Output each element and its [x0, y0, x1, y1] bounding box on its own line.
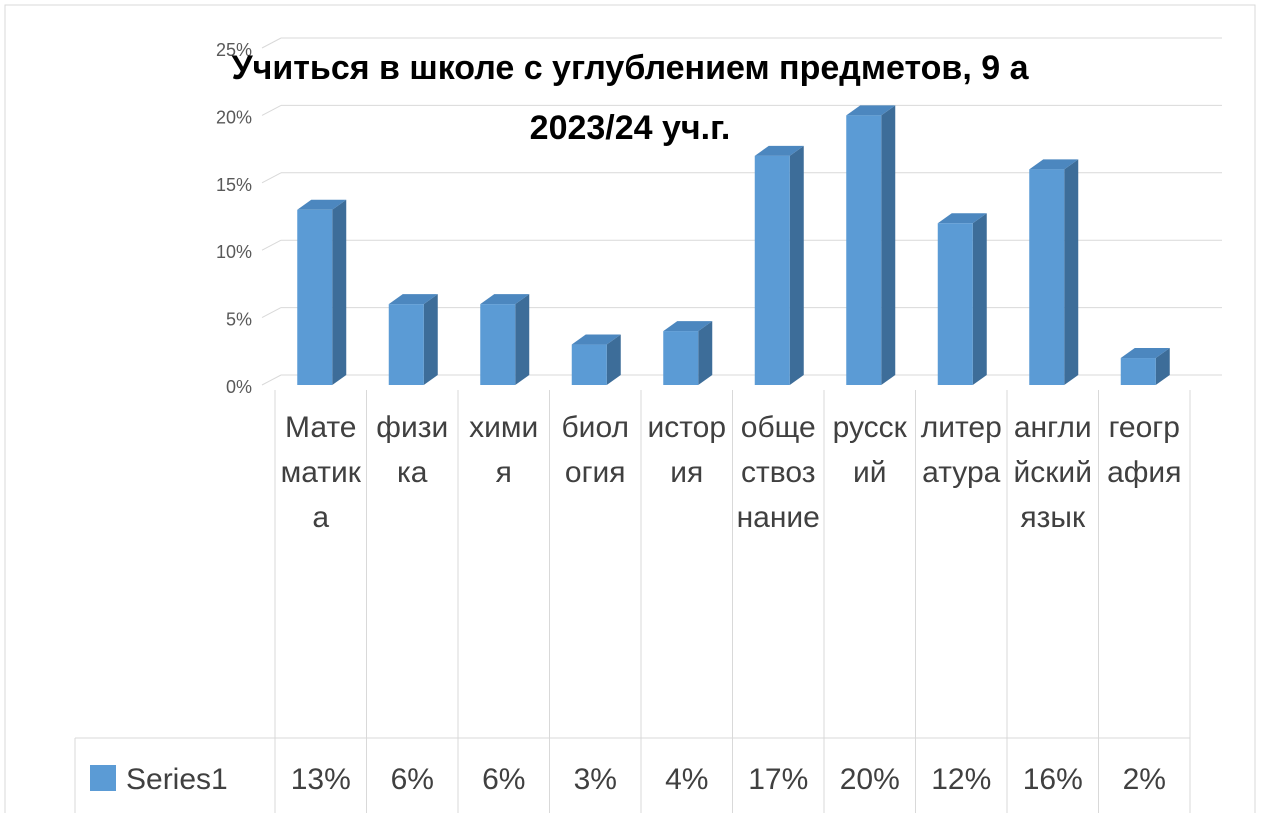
bar-front [937, 223, 973, 385]
data-table-value: 17% [748, 763, 808, 796]
y-tick-label: 10% [216, 242, 252, 262]
bar-top [297, 199, 347, 210]
y-tick-label: 0% [226, 377, 252, 397]
bar-front [1029, 169, 1065, 385]
bar-side [515, 294, 530, 385]
data-table-value: 2% [1123, 763, 1166, 796]
bar-top [754, 145, 804, 156]
x-tick-label: русский [832, 411, 907, 489]
bar-top [1029, 159, 1079, 170]
bar-top [846, 105, 896, 116]
bar [846, 105, 896, 386]
data-table-value: 12% [931, 763, 991, 796]
bar [571, 334, 621, 385]
bar-side [881, 105, 896, 386]
bar-side [789, 145, 804, 385]
bar [388, 294, 438, 385]
y-tick-label: 15% [216, 175, 252, 195]
data-table-value: 6% [391, 763, 434, 796]
bar-top [1120, 348, 1170, 359]
chart-border [4, 4, 1256, 813]
x-tick-label: биология [561, 411, 629, 489]
grid-line [261, 37, 282, 49]
bar [754, 145, 804, 385]
data-table-value: 13% [291, 763, 351, 796]
legend-key [90, 765, 116, 791]
bar [1029, 159, 1079, 385]
bar-front [480, 304, 516, 385]
bar-front [663, 331, 699, 385]
legend-label: Series1 [126, 763, 228, 796]
bar-side [606, 334, 621, 385]
x-tick-label: химия [469, 411, 539, 489]
bar-top [937, 213, 987, 224]
bar [937, 213, 987, 385]
x-tick-label: обществознание [736, 411, 820, 534]
x-tick-label: география [1107, 411, 1182, 489]
bar-side [423, 294, 438, 385]
grid-line [261, 374, 282, 386]
x-tick-label: физика [376, 411, 449, 489]
bar [297, 199, 347, 385]
bar-front [571, 344, 607, 385]
data-table-value: 16% [1023, 763, 1083, 796]
bar [480, 294, 530, 385]
bar-front [388, 304, 424, 385]
bar [1120, 348, 1170, 385]
bar-side [1155, 348, 1170, 385]
bar-top [480, 294, 530, 305]
bar-side [972, 213, 987, 385]
data-table-value: 20% [840, 763, 900, 796]
bar-side [332, 199, 347, 385]
bar-top [388, 294, 438, 305]
bar [663, 321, 713, 385]
grid-line [261, 239, 282, 251]
y-tick-label: 5% [226, 310, 252, 330]
bar-top [663, 321, 713, 332]
grid-line [261, 307, 282, 319]
bar-front [754, 155, 790, 385]
y-tick-label: 20% [216, 107, 252, 127]
y-tick-label: 25% [216, 40, 252, 60]
x-tick-label: история [647, 411, 727, 489]
bar-front [1120, 358, 1156, 385]
grid-line [261, 172, 282, 184]
bar-front [846, 115, 882, 386]
bar-side [698, 321, 713, 385]
data-table-value: 6% [482, 763, 525, 796]
data-table-value: 3% [574, 763, 617, 796]
chart-title: Учиться в школе с углублением предметов,… [231, 49, 1029, 147]
grid-line [261, 104, 282, 116]
x-tick-label: литература [920, 411, 1002, 489]
bar-front [297, 209, 333, 385]
data-table-value: 4% [665, 763, 708, 796]
bar-side [1064, 159, 1079, 385]
bar-top [571, 334, 621, 345]
x-tick-label: Математика [280, 411, 361, 534]
x-tick-label: английский язык [1013, 411, 1092, 534]
